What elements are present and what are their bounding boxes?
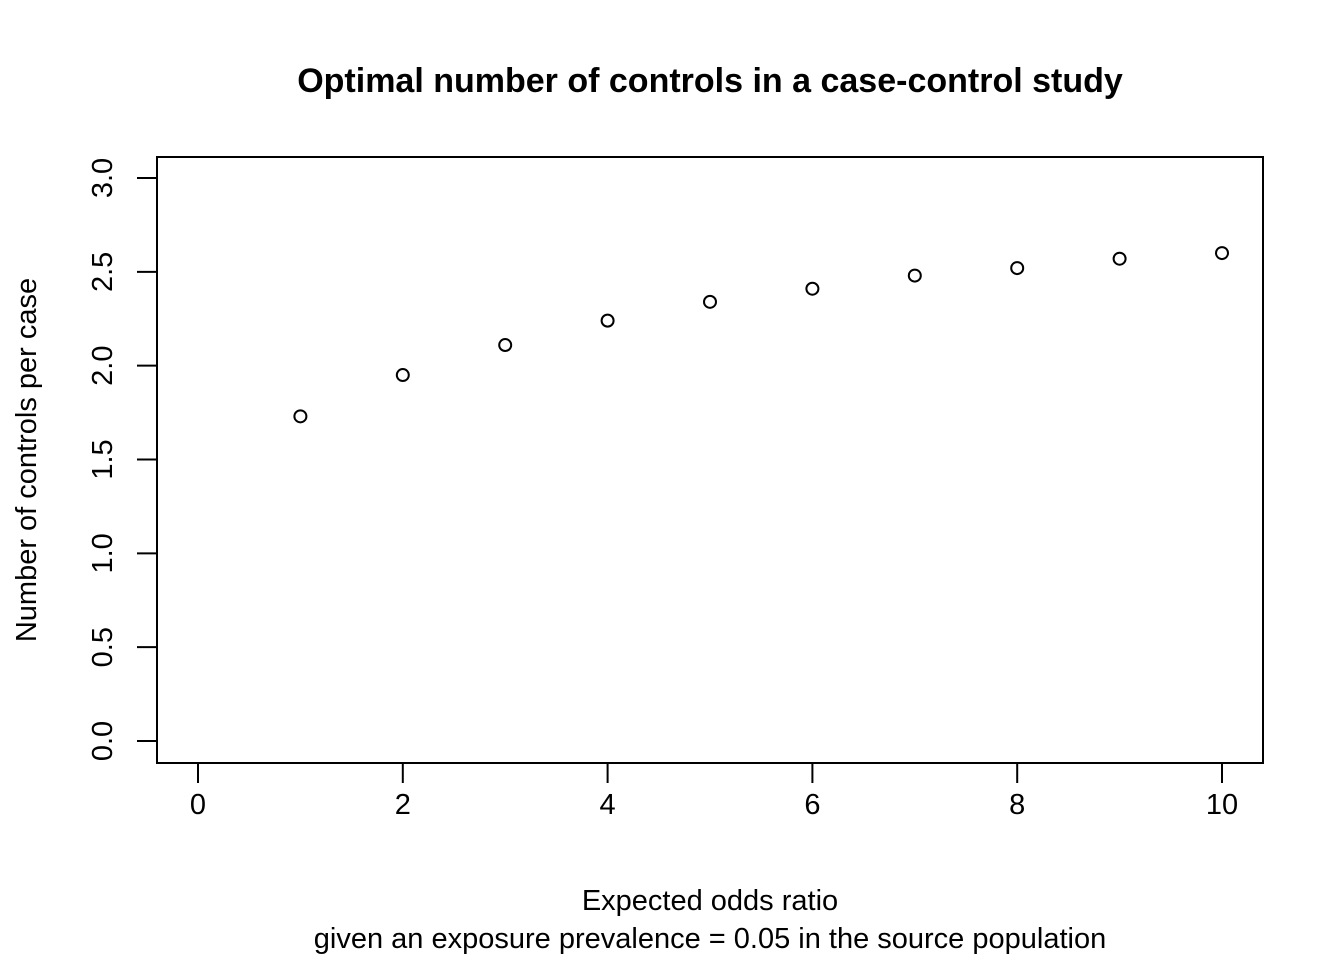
y-tick-label: 0.0 [87,721,119,761]
x-tick-label: 8 [1009,789,1025,821]
y-axis: 0.0 0.5 1.0 1.5 2.0 2.5 3.0 [87,158,158,761]
plot-frame [156,156,1264,764]
data-point [395,368,410,383]
x-axis-sublabel: given an exposure prevalence = 0.05 in t… [314,923,1106,955]
x-axis: 0 2 4 6 8 10 [190,762,1238,821]
y-axis-label: Number of controls per case [11,278,43,642]
chart-title: Optimal number of controls in a case-con… [297,62,1123,100]
data-point [1215,246,1229,261]
y-tick-label: 1.5 [87,439,119,479]
x-axis-label: Expected odds ratio [582,885,838,917]
y-tick-label: 0.5 [87,627,119,667]
data-point [600,313,615,328]
x-tick-label: 4 [600,789,616,821]
y-tick-label: 3.0 [87,158,119,198]
y-tick-label: 2.0 [87,346,119,386]
x-tick-label: 6 [804,789,820,821]
data-point [1112,251,1127,266]
data-point [293,409,308,424]
y-tick-label: 1.0 [87,533,119,573]
data-point [703,294,717,309]
y-tick-label: 2.5 [87,252,119,292]
data-points [293,246,1229,424]
data-point [907,268,922,283]
x-tick-label: 2 [395,789,411,821]
x-tick-label: 0 [190,789,206,821]
x-tick-label: 10 [1206,789,1238,821]
data-point [498,338,513,353]
data-point [805,281,820,296]
data-point [1010,261,1025,276]
